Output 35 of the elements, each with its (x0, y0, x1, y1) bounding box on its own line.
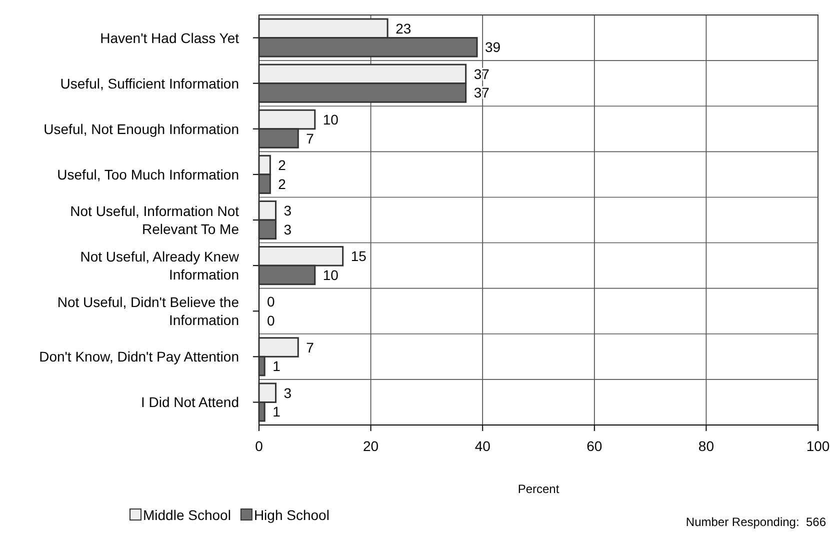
data-label: 10 (322, 112, 339, 128)
data-label: 3 (284, 221, 292, 238)
x-tick-label: 20 (363, 438, 379, 454)
data-label: 3 (284, 384, 292, 401)
data-label: 2 (278, 157, 286, 174)
y-tick-label: Useful, Not Enough Information (44, 120, 239, 137)
y-tick-label: Haven't Had Class Yet (100, 30, 240, 46)
x-tick-label: 0 (255, 438, 264, 454)
data-label: 0 (267, 294, 275, 310)
data-label: 10 (322, 266, 339, 283)
text: Number Responding: 566 (686, 515, 826, 529)
y-tick-label: Not Useful, Didn't Believe the Information (57, 294, 240, 328)
data-label: 0 (267, 312, 275, 328)
y-tick-label: Not Useful, Already Knew Information (80, 248, 240, 283)
x-tick-label: 60 (586, 438, 602, 454)
x-tick-label: 80 (698, 438, 714, 454)
data-label: 1 (272, 404, 281, 420)
legend-label: Middle School (143, 507, 231, 523)
data-label: 7 (306, 339, 314, 356)
data-label: 7 (306, 130, 314, 146)
data-label: 23 (396, 20, 412, 36)
data-label: 39 (485, 39, 501, 56)
y-tick-label: Useful, Sufficient Information (60, 75, 239, 92)
data-label: 2 (278, 176, 286, 192)
y-tick-label: I Did Not Attend (140, 394, 239, 410)
y-tick-label: Don't Know, Didn't Pay Attention (39, 348, 239, 365)
data-label: 15 (350, 248, 367, 264)
legend-label: High School (254, 507, 330, 523)
data-label: 1 (272, 358, 281, 374)
y-tick-label: Useful, Too Much Information (57, 166, 239, 182)
x-axis-title: Percent (518, 482, 560, 496)
data-label: 3 (284, 202, 292, 219)
x-tick-label: 40 (474, 438, 491, 454)
y-tick-label: Not Useful, Information Not Relevant To Me (70, 203, 240, 237)
x-tick-label: 100 (806, 438, 830, 454)
